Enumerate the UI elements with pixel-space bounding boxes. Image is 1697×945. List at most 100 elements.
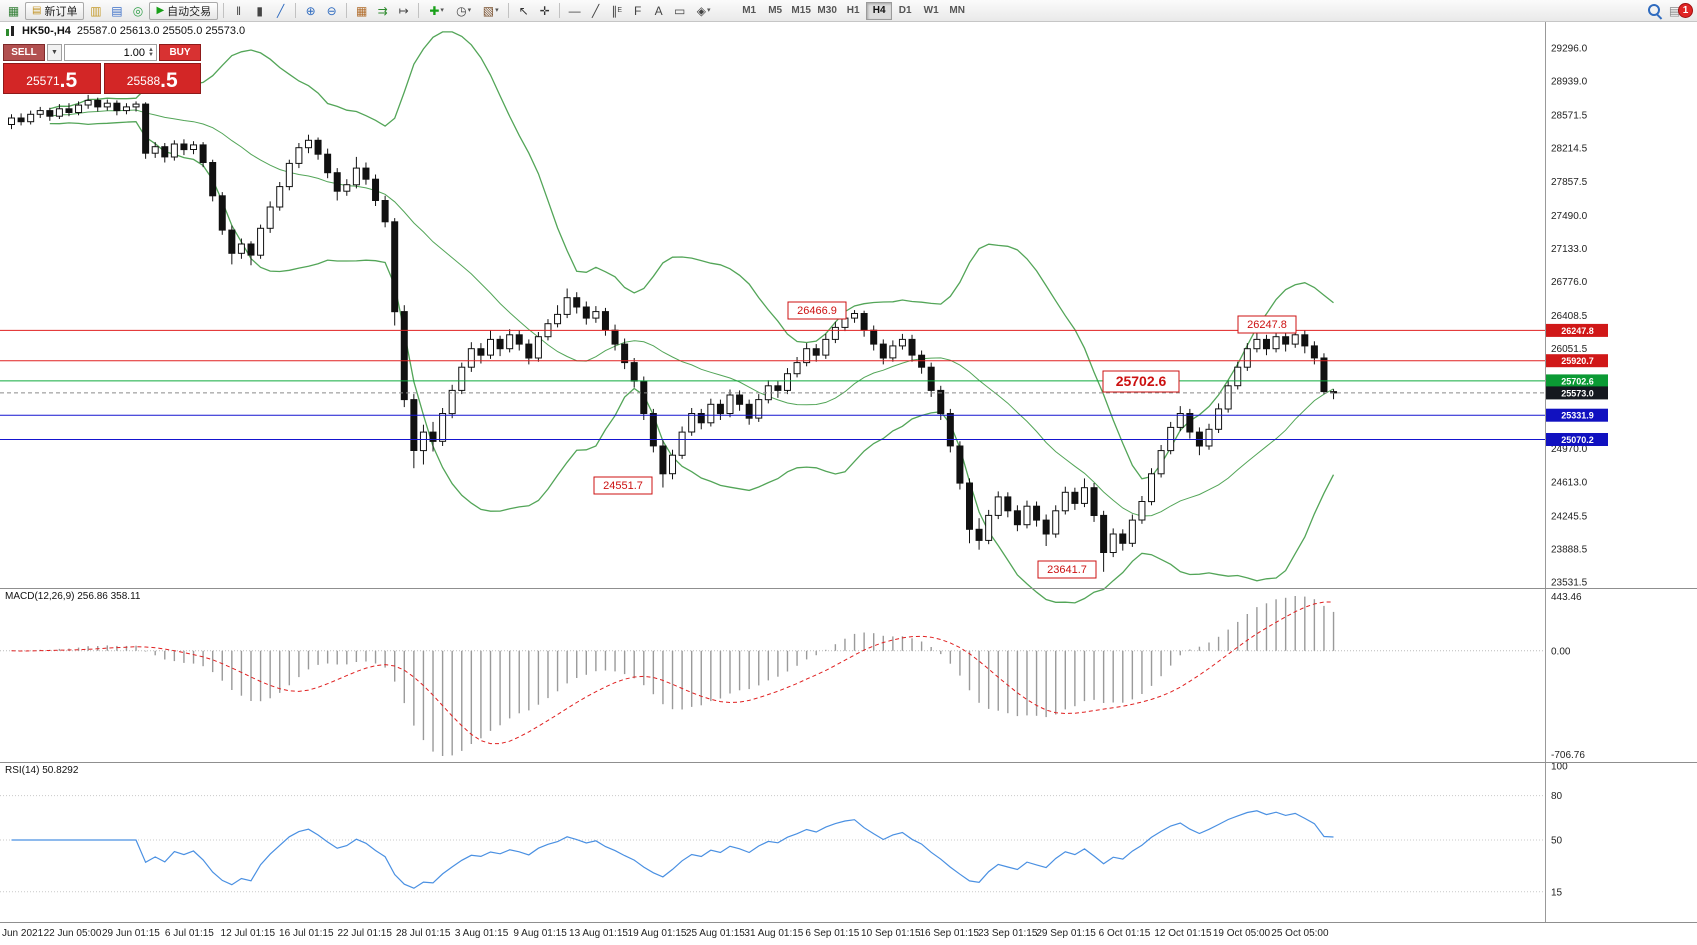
ask-big-digits: .5 [160, 69, 178, 92]
timeframe-button-w1[interactable]: W1 [918, 2, 944, 20]
cursor-icon[interactable]: ↖ [518, 3, 529, 18]
add-indicator-icon[interactable]: ✚ ▾ [429, 3, 444, 18]
rsi-panel: 100 80 50 15 [0, 762, 1568, 898]
bid-main-digits: 25571 [26, 74, 60, 88]
fibonacci-icon[interactable]: F [633, 3, 642, 18]
one-click-trading-panel: SELL ▼ 1.00 ▲ ▼ BUY 25571 .5 25588 .5 [3, 44, 201, 94]
price-annotation[interactable] [1102, 370, 1180, 393]
price-annotation[interactable] [593, 476, 653, 495]
svg-text:12 Jul 01:15: 12 Jul 01:15 [221, 928, 276, 939]
label-icon[interactable]: ▭ [673, 3, 686, 18]
navigator-icon[interactable]: ◎ [132, 3, 144, 18]
auto-trading-button[interactable]: ▶ 自动交易 [149, 1, 219, 20]
svg-text:28214.5: 28214.5 [1551, 144, 1588, 155]
svg-text:100: 100 [1551, 762, 1568, 773]
price-tag-support-1[interactable] [1546, 408, 1608, 422]
crosshair-icon[interactable]: ✛ [539, 3, 550, 18]
rsi-indicator-title: RSI(14) 50.8292 [5, 765, 79, 776]
channel-icon[interactable]: ∥ E [611, 3, 622, 18]
candles-layer [8, 94, 1338, 572]
axis-price-tags: 26247.8 25920.7 25702.6 25573.0 25331.9 25070… [1546, 323, 1608, 446]
svg-text:27133.0: 27133.0 [1551, 244, 1588, 255]
auto-trading-button-label: 自动交易 [167, 5, 212, 18]
annotations[interactable]: 26466.9 26247.8 25702.6 24551.7 23641.7 [593, 301, 1297, 579]
timeframe-button-d1[interactable]: D1 [892, 2, 918, 20]
timeframe-button-mn[interactable]: MN [944, 2, 970, 20]
auto-scroll-icon[interactable]: ⇉ [377, 3, 388, 18]
svg-text:25 Oct 05:00: 25 Oct 05:00 [1271, 928, 1329, 939]
volume-field[interactable]: 1.00 ▲ ▼ [64, 44, 157, 61]
price-tag-resistance-2[interactable] [1546, 354, 1608, 368]
svg-text:28571.5: 28571.5 [1551, 111, 1588, 122]
svg-text:15: 15 [1551, 887, 1563, 898]
shapes-icon[interactable]: ◈ ▾ [696, 3, 711, 18]
bar-chart-icon[interactable]: ‖ [236, 3, 242, 18]
notification-badge[interactable]: 1 [1678, 3, 1693, 18]
timeframe-button-h1[interactable]: H1 [840, 2, 866, 20]
timeframe-button-m30[interactable]: M30 [814, 2, 840, 20]
volume-value[interactable]: 1.00 [123, 46, 146, 59]
trendline-icon[interactable]: ╱ [592, 3, 600, 18]
tile-windows-icon[interactable]: ▦ [355, 3, 368, 18]
svg-text:3 Aug 01:15: 3 Aug 01:15 [455, 928, 509, 939]
horizontal-lines [0, 329, 1545, 440]
templates-icon[interactable]: ▧ ▾ [482, 3, 499, 18]
chart-shift-icon[interactable]: ↦ [398, 3, 409, 18]
svg-text:25 Aug 01:15: 25 Aug 01:15 [686, 928, 745, 939]
sell-button[interactable]: SELL [3, 44, 45, 61]
zoom-out-icon[interactable]: ⊖ [326, 3, 337, 18]
svg-text:22 Jul 01:15: 22 Jul 01:15 [337, 928, 392, 939]
svg-text:19 Oct 05:00: 19 Oct 05:00 [1213, 928, 1271, 939]
toolbar-separator [346, 3, 348, 18]
horizontal-line-icon[interactable]: — [568, 3, 581, 18]
macd-panel [0, 596, 1545, 756]
svg-text:27857.5: 27857.5 [1551, 177, 1588, 188]
bollinger-bands [49, 31, 1335, 604]
ask-price[interactable]: 25588 .5 [103, 63, 201, 94]
volume-dropdown-button[interactable]: ▼ [47, 44, 62, 61]
price-tag-current-price[interactable] [1546, 386, 1608, 400]
periods-icon[interactable]: ◷ ▾ [456, 3, 472, 18]
price-annotation[interactable] [1237, 315, 1297, 334]
timeframe-button-m5[interactable]: M5 [762, 2, 788, 20]
svg-text:29 Sep 01:15: 29 Sep 01:15 [1036, 928, 1096, 939]
price-annotation[interactable] [1037, 560, 1097, 579]
symbol-period: HK50-,H4 [22, 25, 71, 37]
svg-text:25702.6: 25702.6 [1561, 376, 1594, 386]
svg-text:6 Jul 01:15: 6 Jul 01:15 [165, 928, 214, 939]
new-order-button[interactable]: ▤ 新订单 [25, 1, 85, 20]
svg-text:12 Oct 01:15: 12 Oct 01:15 [1154, 928, 1212, 939]
svg-text:26051.5: 26051.5 [1551, 344, 1588, 355]
svg-text:10 Sep 01:15: 10 Sep 01:15 [861, 928, 921, 939]
alerts-icon: ▤ [1668, 3, 1681, 18]
svg-text:19 Aug 01:15: 19 Aug 01:15 [628, 928, 687, 939]
price-tag-support-2[interactable] [1546, 433, 1608, 446]
price-tag-resistance-1[interactable] [1546, 323, 1608, 337]
buy-button[interactable]: BUY [159, 44, 201, 61]
profiles-icon[interactable]: ▥ [90, 3, 102, 18]
ask-main-digits: 25588 [126, 74, 161, 88]
svg-text:6 Sep 01:15: 6 Sep 01:15 [805, 928, 859, 939]
price-annotation[interactable] [787, 301, 847, 320]
zoom-in-icon[interactable]: ⊕ [305, 3, 316, 18]
text-icon[interactable]: A [654, 3, 663, 18]
timeframe-button-m15[interactable]: M15 [788, 2, 814, 20]
candlestick-chart-icon[interactable]: ▮ [256, 3, 263, 18]
price-tag-pivot-green[interactable] [1546, 374, 1608, 388]
panel-separators[interactable] [0, 588, 1697, 923]
bid-price[interactable]: 25571 .5 [3, 63, 101, 94]
market-watch-icon[interactable]: ▤ [111, 3, 123, 18]
svg-text:Jun 2021: Jun 2021 [2, 928, 44, 939]
timeframe-button-m1[interactable]: M1 [736, 2, 762, 20]
volume-spinner[interactable]: ▲ ▼ [148, 46, 154, 58]
search-icon[interactable] [1647, 3, 1663, 19]
svg-text:16 Sep 01:15: 16 Sep 01:15 [919, 928, 979, 939]
svg-text:26247.8: 26247.8 [1247, 319, 1287, 331]
alerts-icon[interactable]: ▤ 1 [1665, 2, 1693, 20]
svg-text:23531.5: 23531.5 [1551, 578, 1588, 589]
line-chart-icon[interactable]: ╱ [277, 3, 285, 18]
chart-window-icon[interactable]: ▦ [7, 3, 20, 18]
timeframe-button-h4[interactable]: H4 [866, 1, 893, 20]
